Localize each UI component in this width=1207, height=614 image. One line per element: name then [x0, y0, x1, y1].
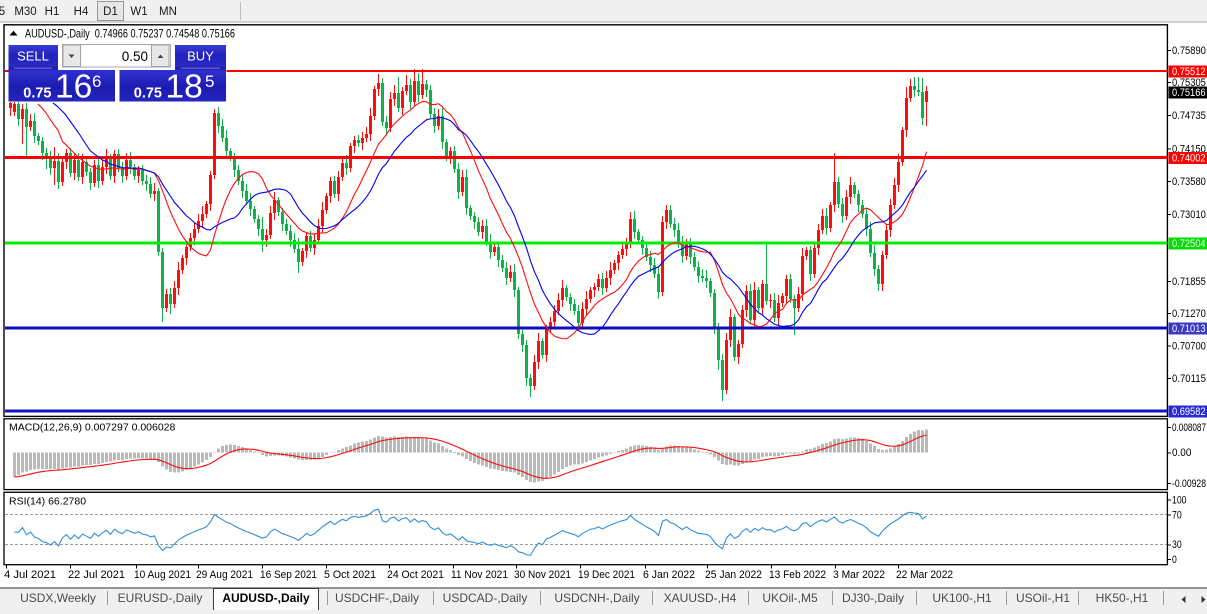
svg-text:AUDUSD-,Daily 0.74966 0.75237: AUDUSD-,Daily 0.74966 0.75237 0.74548 0.… — [25, 27, 235, 41]
svg-text:XAUUSD-,H4: XAUUSD-,H4 — [664, 591, 737, 605]
svg-text:0.75512: 0.75512 — [1172, 66, 1206, 78]
svg-text:0.75890: 0.75890 — [1172, 45, 1206, 57]
svg-text:0.72504: 0.72504 — [1172, 238, 1206, 250]
svg-text:W1: W1 — [130, 6, 147, 18]
svg-text:MN: MN — [159, 6, 177, 18]
svg-text:5 Oct 2021: 5 Oct 2021 — [324, 569, 376, 581]
svg-text:UKOil-,M5: UKOil-,M5 — [762, 591, 818, 605]
svg-text:100: 100 — [1172, 494, 1187, 506]
svg-text:USDX,Weekly: USDX,Weekly — [20, 591, 96, 605]
svg-text:HK50-,H1: HK50-,H1 — [1096, 591, 1149, 605]
svg-text:0.73580: 0.73580 — [1172, 176, 1206, 188]
svg-text:22 Mar 2022: 22 Mar 2022 — [896, 569, 953, 581]
svg-text:USDCNH-,Daily: USDCNH-,Daily — [554, 591, 639, 605]
svg-text:13 Feb 2022: 13 Feb 2022 — [769, 569, 826, 581]
svg-text:0.70115: 0.70115 — [1172, 373, 1206, 385]
svg-text:EURUSD-,Daily: EURUSD-,Daily — [118, 591, 203, 605]
svg-text:BUY: BUY — [187, 49, 214, 64]
svg-text:70: 70 — [1172, 509, 1182, 521]
svg-text:29 Aug 2021: 29 Aug 2021 — [196, 569, 253, 581]
svg-text:0.69582: 0.69582 — [1172, 406, 1206, 418]
svg-text:3 Mar 2022: 3 Mar 2022 — [833, 569, 885, 581]
svg-text:UK100-,H1: UK100-,H1 — [932, 591, 992, 605]
svg-text:-0.00928: -0.00928 — [1172, 478, 1206, 490]
svg-text:0.73010: 0.73010 — [1172, 209, 1206, 221]
svg-text:0.50: 0.50 — [122, 49, 148, 64]
svg-text:D1: D1 — [103, 6, 118, 18]
svg-text:DJ30-,Daily: DJ30-,Daily — [842, 591, 904, 605]
svg-text:0.75: 0.75 — [23, 86, 51, 102]
svg-text:0: 0 — [1172, 554, 1177, 566]
svg-text:25 Jan 2022: 25 Jan 2022 — [705, 569, 762, 581]
svg-text:6: 6 — [92, 72, 101, 91]
svg-text:10 Aug 2021: 10 Aug 2021 — [134, 569, 191, 581]
svg-text:24 Oct 2021: 24 Oct 2021 — [387, 569, 444, 581]
svg-text:0.70700: 0.70700 — [1172, 340, 1206, 352]
svg-text:0.75166: 0.75166 — [1172, 87, 1206, 99]
svg-text:0.71013: 0.71013 — [1172, 323, 1206, 335]
svg-text:30 Nov 2021: 30 Nov 2021 — [514, 569, 571, 581]
svg-text:0.00: 0.00 — [1172, 447, 1191, 459]
svg-text:USOil-,H1: USOil-,H1 — [1016, 591, 1070, 605]
svg-text:0.74002: 0.74002 — [1172, 152, 1206, 164]
svg-text:USDCAD-,Daily: USDCAD-,Daily — [443, 591, 528, 605]
svg-text:0.71270: 0.71270 — [1172, 308, 1206, 320]
svg-text:RSI(14) 66.2780: RSI(14) 66.2780 — [9, 496, 86, 508]
svg-text:SELL: SELL — [17, 49, 49, 64]
svg-text:5: 5 — [0, 6, 5, 18]
svg-text:M30: M30 — [14, 6, 36, 18]
svg-text:19 Dec 2021: 19 Dec 2021 — [578, 569, 635, 581]
svg-text:6 Jan 2022: 6 Jan 2022 — [643, 569, 695, 581]
svg-text:H4: H4 — [74, 6, 89, 18]
svg-text:0.74735: 0.74735 — [1172, 110, 1206, 122]
svg-text:16 Sep 2021: 16 Sep 2021 — [260, 569, 317, 581]
svg-text:22 Jul 2021: 22 Jul 2021 — [68, 569, 125, 581]
svg-text:MACD(12,26,9) 0.007297 0.00602: MACD(12,26,9) 0.007297 0.006028 — [9, 422, 176, 434]
svg-text:16: 16 — [55, 69, 92, 106]
svg-text:18: 18 — [166, 69, 203, 106]
svg-text:0.71855: 0.71855 — [1172, 276, 1206, 288]
svg-text:5: 5 — [205, 72, 214, 91]
svg-text:4 Jul 2021: 4 Jul 2021 — [4, 569, 56, 581]
svg-text:11 Nov 2021: 11 Nov 2021 — [451, 569, 508, 581]
svg-text:AUDUSD-,Daily: AUDUSD-,Daily — [222, 591, 310, 605]
svg-text:30: 30 — [1172, 539, 1182, 551]
svg-text:USDCHF-,Daily: USDCHF-,Daily — [335, 591, 419, 605]
svg-text:0.008087: 0.008087 — [1172, 422, 1206, 434]
svg-text:0.75: 0.75 — [134, 86, 162, 102]
svg-text:H1: H1 — [45, 6, 60, 18]
svg-text:0.75305: 0.75305 — [1172, 77, 1206, 89]
